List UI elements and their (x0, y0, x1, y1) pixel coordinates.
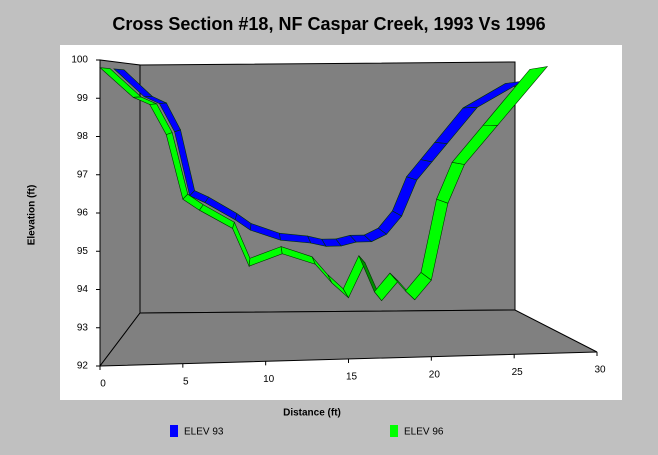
y-tick-label: 93 (77, 322, 89, 333)
y-tick-label: 95 (77, 246, 89, 257)
legend-label: ELEV 96 (404, 427, 444, 438)
x-tick-label: 30 (594, 365, 606, 376)
chart-title: Cross Section #18, NF Caspar Creek, 1993… (112, 14, 545, 34)
y-tick-label: 94 (77, 284, 89, 295)
left-wall (99, 59, 141, 368)
x-tick-label: 20 (429, 369, 441, 380)
y-tick-label: 98 (77, 131, 89, 142)
x-tick-label: 5 (183, 376, 189, 387)
x-tick-label: 10 (263, 374, 275, 385)
x-axis-title: Distance (ft) (283, 408, 341, 419)
y-tick-label: 92 (77, 361, 89, 372)
ribbon-segment (482, 66, 549, 126)
x-tick-label: 25 (512, 367, 524, 378)
y-tick-label: 99 (77, 93, 89, 104)
x-tick-label: 0 (100, 379, 106, 390)
legend-swatch (390, 425, 398, 437)
y-axis-title: Elevation (ft) (27, 185, 38, 246)
y-tick-label: 96 (77, 208, 89, 219)
y-tick-label: 97 (77, 169, 89, 180)
legend-label: ELEV 93 (184, 427, 224, 438)
legend-swatch (170, 425, 178, 437)
y-tick-label: 100 (71, 55, 88, 66)
ribbon-segment (462, 80, 524, 109)
x-tick-label: 15 (346, 372, 358, 383)
